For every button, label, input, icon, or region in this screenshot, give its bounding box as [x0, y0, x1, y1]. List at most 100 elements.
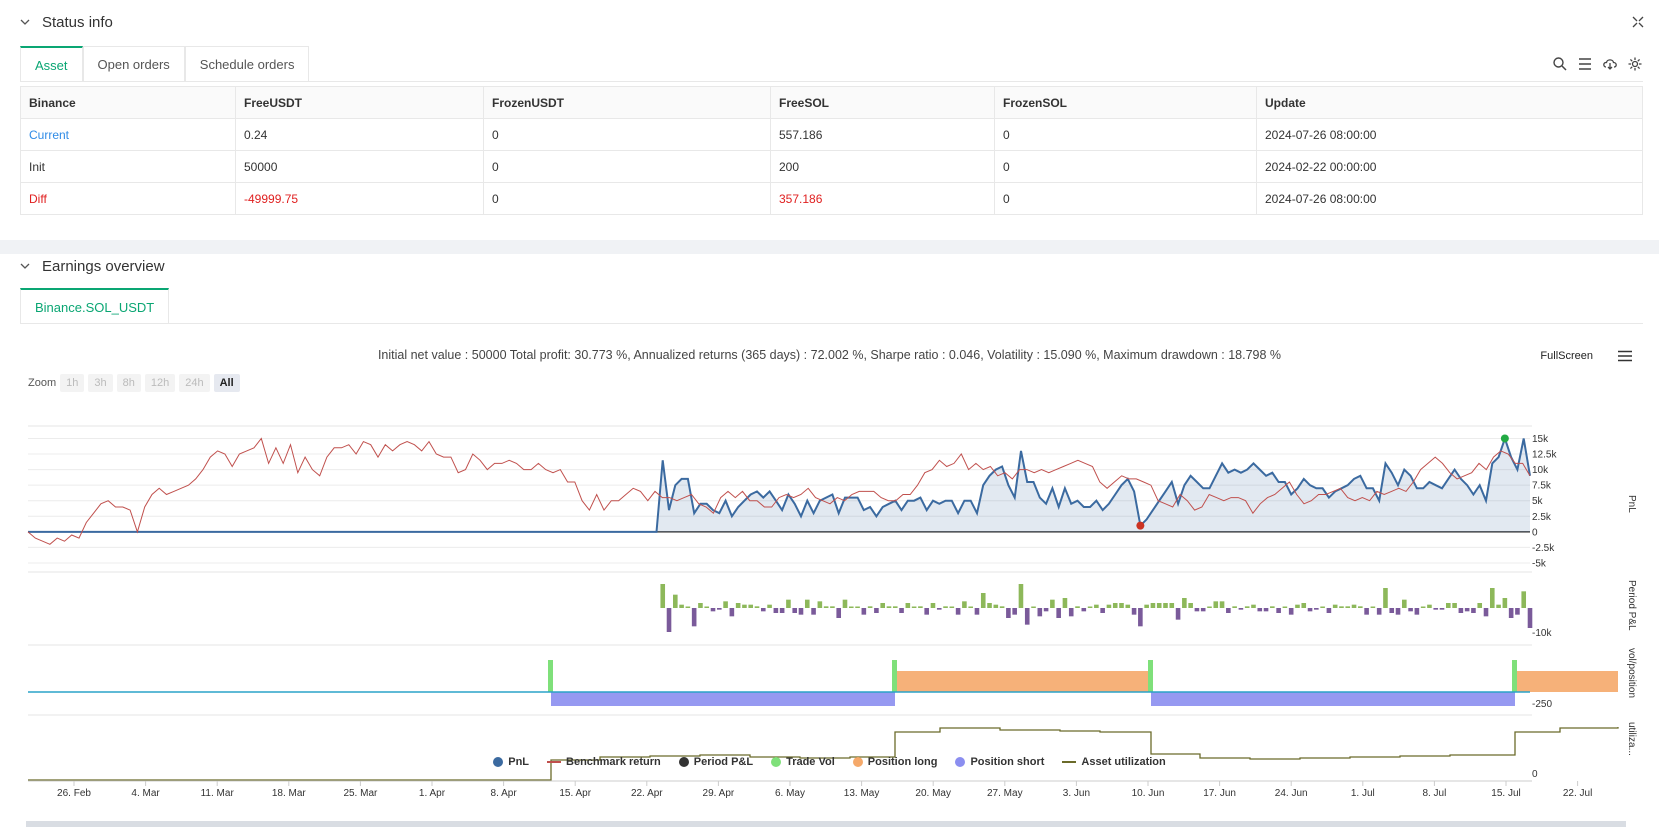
- period-pnl-bar: [1270, 606, 1275, 608]
- table-row: Diff -49999.75 0 357.186 0 2024-07-26 08…: [20, 182, 1643, 215]
- position-short-bar: [1151, 692, 1515, 706]
- period-pnl-bar: [955, 608, 961, 615]
- period-pnl-bar: [673, 594, 678, 608]
- period-pnl-bar: [1024, 608, 1030, 625]
- gear-icon[interactable]: [1627, 56, 1643, 72]
- period-pnl-bar: [943, 606, 948, 608]
- x-tick-label: 1. Jul: [1351, 788, 1375, 799]
- zoom-24h[interactable]: 24h: [179, 374, 210, 392]
- period-pnl-bar: [1207, 606, 1212, 608]
- period-pnl-bar: [930, 603, 936, 608]
- period-pnl-bar: [1477, 603, 1483, 608]
- period-pnl-bar: [804, 599, 810, 608]
- tab-asset[interactable]: Asset: [20, 46, 83, 82]
- y-tick-label: -250: [1532, 699, 1552, 710]
- legend-item[interactable]: Position short: [955, 756, 1044, 768]
- legend-item[interactable]: Period P&L: [678, 756, 753, 768]
- search-icon[interactable]: [1552, 56, 1568, 72]
- period-pnl-bar: [1483, 608, 1489, 617]
- earnings-header[interactable]: Earnings overview: [20, 254, 165, 278]
- period-pnl-bar: [1502, 598, 1508, 608]
- period-pnl-bar: [1452, 603, 1457, 608]
- period-pnl-bar: [1383, 588, 1388, 608]
- period-pnl-bar: [786, 599, 791, 608]
- y-tick-label: 5k: [1532, 496, 1544, 507]
- legend-item[interactable]: Benchmark return: [547, 756, 661, 768]
- period-pnl-bar: [1163, 603, 1168, 608]
- period-pnl-bar: [1112, 603, 1118, 608]
- period-pnl-bar: [1150, 603, 1156, 608]
- period-pnl-bar: [685, 606, 691, 608]
- navigator-bar: [26, 821, 1626, 827]
- col-header: Update: [1256, 86, 1643, 119]
- status-header[interactable]: Status info: [20, 10, 113, 34]
- tab-divider: [20, 323, 1643, 324]
- menu-icon[interactable]: [1617, 350, 1633, 362]
- zoom-8h[interactable]: 8h: [116, 374, 141, 392]
- period-pnl-bar: [867, 606, 873, 608]
- x-tick-label: 6. May: [775, 788, 805, 799]
- period-pnl-bar: [1138, 608, 1143, 627]
- zoom-12h[interactable]: 12h: [144, 374, 176, 392]
- period-pnl-bar: [1244, 606, 1250, 608]
- y-tick-label: 0: [1532, 527, 1538, 538]
- period-pnl-bar: [823, 606, 829, 608]
- period-pnl-bar: [1439, 608, 1445, 610]
- y-tick-label: -2.5k: [1532, 543, 1555, 554]
- period-pnl-bar: [1188, 603, 1193, 608]
- legend-item[interactable]: Trade Vol: [771, 756, 835, 768]
- utilization-line: [28, 727, 1619, 781]
- tab-schedule-orders[interactable]: Schedule orders: [184, 46, 310, 82]
- status-tabs: Asset Open orders Schedule orders: [20, 46, 310, 82]
- period-pnl-bar: [830, 606, 835, 608]
- period-pnl-bar: [1288, 608, 1294, 615]
- table-toolbar: [1552, 56, 1643, 72]
- legend-swatch: [678, 757, 689, 767]
- y-tick-label: 2.5k: [1532, 512, 1552, 523]
- period-pnl-bar: [729, 608, 735, 617]
- legend-item[interactable]: Position long: [852, 756, 937, 768]
- x-tick-label: 22. Jul: [1563, 788, 1592, 799]
- y-axis-title: Period P&L: [1626, 580, 1637, 631]
- period-pnl-bar: [773, 608, 779, 613]
- period-pnl-bar: [811, 608, 816, 615]
- row-label-current[interactable]: Current: [20, 118, 236, 151]
- period-pnl-bar: [1037, 608, 1043, 617]
- x-tick-label: 25. Mar: [343, 788, 378, 799]
- legend-label: Position short: [970, 756, 1045, 768]
- zoom-3h[interactable]: 3h: [88, 374, 113, 392]
- x-tick-label: 22. Apr: [631, 788, 663, 799]
- x-tick-label: 11. Mar: [201, 788, 235, 799]
- zoom-1h[interactable]: 1h: [60, 374, 85, 392]
- fullscreen-button[interactable]: FullScreen: [1540, 350, 1593, 362]
- collapse-icon[interactable]: [1631, 15, 1645, 29]
- period-pnl-bar: [1075, 606, 1080, 608]
- zoom-all[interactable]: All: [213, 374, 240, 392]
- x-tick-label: 15. Jul: [1491, 788, 1520, 799]
- period-pnl-bar: [1489, 588, 1495, 608]
- period-pnl-bar: [1169, 603, 1175, 608]
- tab-open-orders[interactable]: Open orders: [82, 46, 185, 82]
- period-pnl-bar: [918, 606, 923, 608]
- period-pnl-bar: [1433, 608, 1439, 610]
- list-icon[interactable]: [1577, 56, 1593, 72]
- legend-item[interactable]: Asset utilization: [1062, 756, 1166, 768]
- period-pnl-bar: [899, 608, 904, 613]
- cloud-download-icon[interactable]: [1602, 56, 1618, 72]
- period-pnl-bar: [1307, 608, 1313, 612]
- y-tick-label: -5k: [1532, 559, 1547, 570]
- table-cell: 2024-07-26 08:00:00: [1256, 118, 1643, 151]
- period-pnl-bar: [1414, 608, 1420, 615]
- legend-swatch: [955, 757, 966, 767]
- earnings-tabs: Binance.SOL_USDT: [20, 288, 170, 324]
- legend-item[interactable]: PnL: [493, 756, 529, 768]
- y-axis-title: PnL: [1626, 495, 1637, 513]
- period-pnl-bar: [855, 606, 860, 608]
- period-pnl-bar: [1062, 598, 1068, 608]
- period-pnl-bar: [1131, 608, 1137, 615]
- period-pnl-bar: [848, 606, 854, 608]
- row-label-diff: Diff: [20, 182, 236, 215]
- period-pnl-bar: [1320, 606, 1325, 608]
- tab-binance-sol-usdt[interactable]: Binance.SOL_USDT: [20, 288, 170, 324]
- period-pnl-bar: [1427, 604, 1432, 608]
